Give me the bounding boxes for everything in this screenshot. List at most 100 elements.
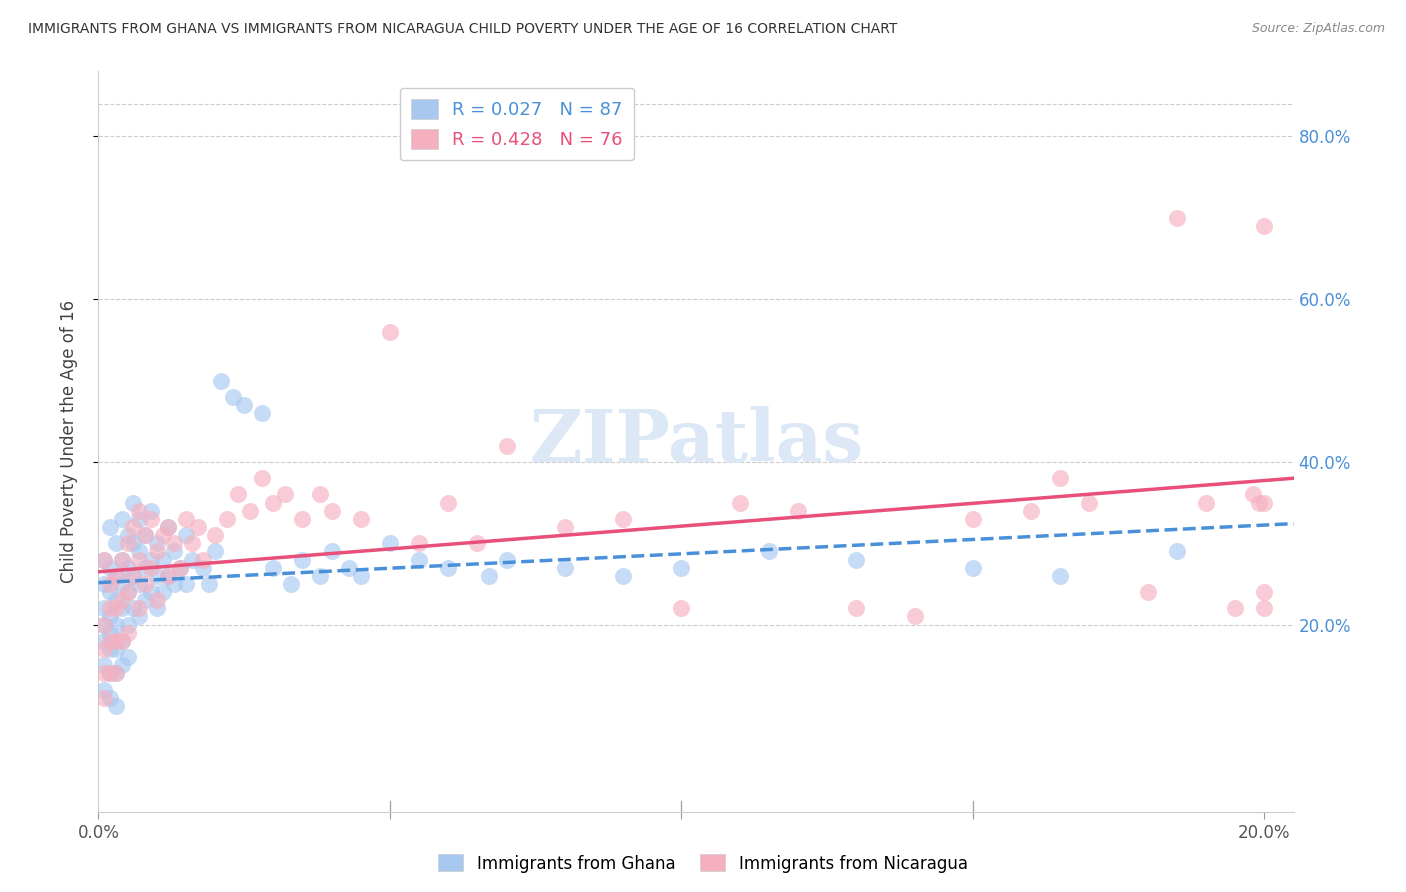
Point <box>1253 219 1275 233</box>
Point <box>104 698 127 713</box>
Point <box>139 504 162 518</box>
Point <box>1225 601 1247 615</box>
Legend: R = 0.027   N = 87, R = 0.428   N = 76: R = 0.027 N = 87, R = 0.428 N = 76 <box>399 87 634 161</box>
Point <box>728 495 751 509</box>
Point <box>903 609 925 624</box>
Point <box>152 585 174 599</box>
Point <box>104 666 127 681</box>
Point <box>787 504 810 518</box>
Point <box>291 512 314 526</box>
Point <box>180 536 202 550</box>
Point <box>671 560 693 574</box>
Point <box>228 487 250 501</box>
Point <box>408 536 430 550</box>
Point <box>98 601 121 615</box>
Point <box>180 552 202 566</box>
Point <box>122 601 145 615</box>
Point <box>93 682 115 697</box>
Point <box>98 520 121 534</box>
Point <box>117 625 139 640</box>
Point <box>134 577 156 591</box>
Point <box>309 568 332 582</box>
Point <box>221 390 243 404</box>
Point <box>98 690 121 705</box>
Point <box>134 560 156 574</box>
Point <box>174 577 197 591</box>
Point <box>198 577 221 591</box>
Point <box>478 568 501 582</box>
Point <box>98 560 121 574</box>
Text: Source: ZipAtlas.com: Source: ZipAtlas.com <box>1251 22 1385 36</box>
Point <box>117 617 139 632</box>
Point <box>98 642 121 657</box>
Point <box>174 512 197 526</box>
Point <box>350 568 373 582</box>
Point <box>98 577 121 591</box>
Point <box>111 512 134 526</box>
Point <box>163 544 186 558</box>
Point <box>111 577 134 591</box>
Point <box>204 528 226 542</box>
Point <box>145 536 167 550</box>
Point <box>157 568 180 582</box>
Point <box>262 560 284 574</box>
Point <box>111 658 134 673</box>
Point <box>174 528 197 542</box>
Point <box>962 512 984 526</box>
Point <box>93 577 115 591</box>
Point <box>321 504 343 518</box>
Point <box>145 593 167 607</box>
Point <box>1253 601 1275 615</box>
Point <box>104 568 127 582</box>
Point <box>250 406 273 420</box>
Point <box>1253 585 1275 599</box>
Point <box>1049 568 1071 582</box>
Legend: Immigrants from Ghana, Immigrants from Nicaragua: Immigrants from Ghana, Immigrants from N… <box>432 847 974 880</box>
Point <box>495 439 517 453</box>
Point <box>215 512 238 526</box>
Text: IMMIGRANTS FROM GHANA VS IMMIGRANTS FROM NICARAGUA CHILD POVERTY UNDER THE AGE O: IMMIGRANTS FROM GHANA VS IMMIGRANTS FROM… <box>28 22 897 37</box>
Point <box>437 495 460 509</box>
Point <box>111 601 134 615</box>
Point <box>98 609 121 624</box>
Point <box>152 552 174 566</box>
Point <box>93 617 115 632</box>
Point <box>98 633 121 648</box>
Point <box>134 528 156 542</box>
Point <box>169 560 191 574</box>
Point <box>98 666 121 681</box>
Point <box>1253 495 1275 509</box>
Point <box>145 601 167 615</box>
Point <box>93 633 115 648</box>
Point <box>337 560 360 574</box>
Point <box>1195 495 1218 509</box>
Point <box>378 536 401 550</box>
Y-axis label: Child Poverty Under the Age of 16: Child Poverty Under the Age of 16 <box>59 300 77 583</box>
Point <box>291 552 314 566</box>
Point <box>128 552 150 566</box>
Point <box>128 601 150 615</box>
Point <box>845 552 868 566</box>
Point <box>209 374 232 388</box>
Point <box>104 601 127 615</box>
Point <box>117 585 139 599</box>
Point <box>671 601 693 615</box>
Point <box>408 552 430 566</box>
Point <box>93 552 115 566</box>
Point <box>104 593 127 607</box>
Point <box>274 487 297 501</box>
Point <box>186 520 208 534</box>
Point <box>1049 471 1071 485</box>
Point <box>309 487 332 501</box>
Point <box>111 633 134 648</box>
Point <box>93 690 115 705</box>
Point <box>117 528 139 542</box>
Point <box>612 512 634 526</box>
Point <box>128 609 150 624</box>
Point <box>157 568 180 582</box>
Point <box>122 520 145 534</box>
Point <box>128 544 150 558</box>
Point <box>163 536 186 550</box>
Point <box>280 577 302 591</box>
Point <box>1166 211 1188 225</box>
